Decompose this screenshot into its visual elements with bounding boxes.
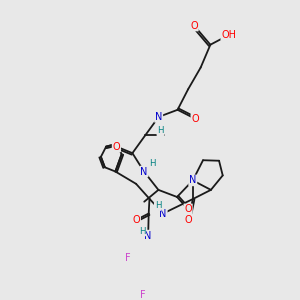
Text: H: H (157, 126, 164, 135)
Text: OH: OH (221, 30, 236, 40)
Text: O: O (190, 20, 198, 31)
Text: N: N (145, 231, 152, 241)
Text: N: N (155, 112, 162, 122)
Text: O: O (191, 114, 199, 124)
Text: F: F (125, 253, 131, 263)
Text: F: F (140, 290, 146, 300)
Text: O: O (185, 215, 192, 225)
Text: O: O (112, 142, 120, 152)
Text: O: O (133, 215, 140, 225)
Text: N: N (189, 176, 196, 185)
Text: O: O (184, 204, 192, 214)
Text: H: H (139, 226, 146, 236)
Text: H: H (154, 201, 161, 210)
Text: H: H (149, 159, 156, 168)
Text: N: N (159, 208, 167, 218)
Text: N: N (140, 167, 148, 176)
